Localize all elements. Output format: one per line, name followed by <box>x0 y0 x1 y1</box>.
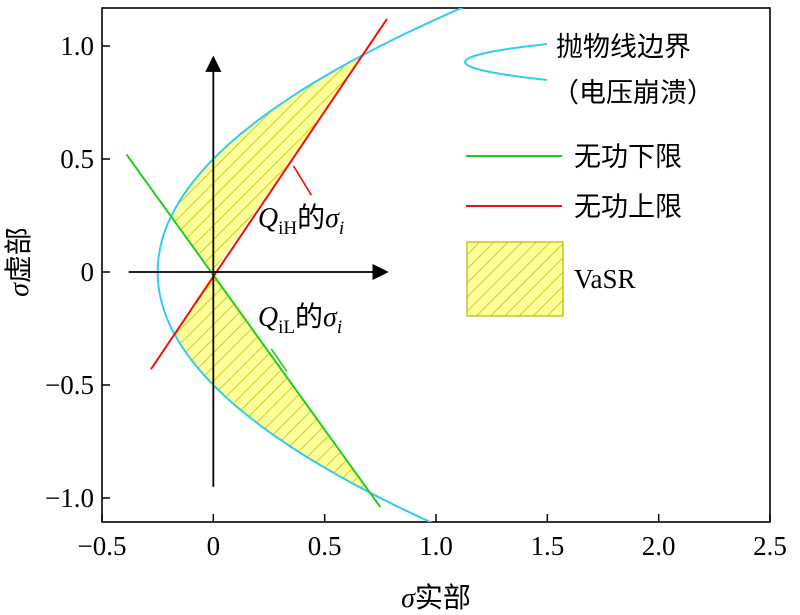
x-tick-label: −0.5 <box>78 531 127 561</box>
x-tick-label: 0.5 <box>308 531 342 561</box>
legend-upper-label: 无功上限 <box>574 192 682 222</box>
y-tick-label: 0.5 <box>60 144 94 174</box>
annotation-qil-label: QiL的σi <box>258 301 342 338</box>
x-tick-label: 1.5 <box>530 531 564 561</box>
y-axis-title: σ虚部 <box>3 227 35 297</box>
y-tick-label: −1.0 <box>45 483 94 513</box>
legend-parabola-sublabel: （电压崩溃） <box>552 78 714 108</box>
x-tick-label: 0 <box>207 531 221 561</box>
annotation-qih-leader <box>292 165 312 196</box>
annotation-qil-leader <box>270 348 288 372</box>
reactive-upper-limit-line <box>150 18 388 370</box>
legend-lower-label: 无功下限 <box>574 142 682 172</box>
x-tick-label: 2.5 <box>753 531 787 561</box>
vasr-region-upper <box>171 55 363 273</box>
x-tick-label: 2.0 <box>642 531 676 561</box>
x-axis-title: σ实部 <box>401 582 471 614</box>
legend-parabola-label: 抛物线边界 <box>556 32 691 62</box>
legend-parabola-swatch <box>463 43 548 81</box>
legend-vasr-swatch <box>466 241 564 317</box>
y-tick-label: 1.0 <box>60 31 94 61</box>
annotation-qih-label: QiH的σi <box>258 202 344 239</box>
parabola-boundary-line <box>156 8 464 522</box>
legend-vasr-label: VaSR <box>574 264 636 294</box>
reactive-lower-limit-line <box>125 153 382 508</box>
y-tick-label: 0 <box>81 257 95 287</box>
x-tick-label: 1.0 <box>419 531 453 561</box>
vasr-region-lower <box>174 272 370 493</box>
y-tick-label: −0.5 <box>45 370 94 400</box>
